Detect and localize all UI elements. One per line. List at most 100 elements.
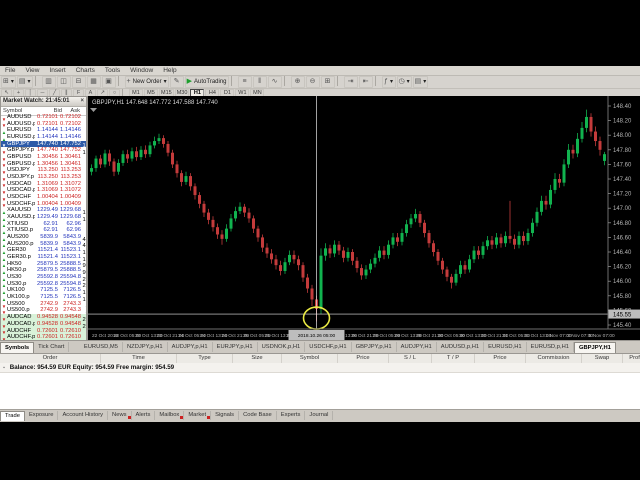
autotrading-button[interactable]: ▶ AutoTrading (184, 76, 229, 88)
periods-icon[interactable]: ◷ ▾ (396, 76, 412, 88)
chart-shift-icon[interactable]: ⇤ (358, 76, 373, 88)
one-click-trading-icon[interactable] (90, 108, 97, 112)
balance-row[interactable]: ▪ Balance: 954.59 EUR Equity: 954.59 Fre… (0, 363, 640, 373)
terminal-tab-experts[interactable]: Experts (277, 411, 306, 420)
chart-tab-eurusd-p-h1[interactable]: EURUSD,p,H1 (527, 342, 574, 352)
column-header-ask[interactable]: Ask (70, 108, 80, 114)
templates-icon[interactable]: ▤ ▾ (412, 76, 429, 88)
terminal-column-price[interactable]: Price (475, 354, 526, 363)
market-watch-icon[interactable]: ▥ (41, 76, 56, 88)
column-header-symbol[interactable]: Symbol (3, 108, 23, 114)
data-window-icon[interactable]: ◫ (56, 76, 71, 88)
chart-tab-eurjpy-p-h1[interactable]: EURJPY,p,H1 (213, 342, 258, 352)
chart-tab-audusd-p-h1[interactable]: AUDUSD,p,H1 (437, 342, 485, 352)
terminal-tab-signals[interactable]: Signals (211, 411, 240, 420)
terminal-column-price[interactable]: Price (338, 354, 389, 363)
chart-tab-audjpy-h1[interactable]: AUDJPY,H1 (397, 342, 437, 352)
terminal-tab-mailbox[interactable]: Mailbox (155, 411, 185, 420)
symbol-row-uk100.p[interactable]: ▲UK100.p 7125.5 7126.510 (1, 294, 86, 303)
menu-file[interactable]: File (5, 67, 16, 74)
terminal-tab-account-history[interactable]: Account History (58, 411, 109, 420)
symbol-row-xtiusd[interactable]: ▲XTIUSD 62.91 62.965 (1, 221, 86, 230)
terminal-column-time[interactable]: Time (101, 354, 177, 363)
new-order-button[interactable]: + New Order ▾ (124, 76, 169, 88)
terminal-column-order[interactable]: Order (0, 354, 101, 363)
symbol-row-us500[interactable]: ▼US500 2742.9 2743.34 (1, 301, 86, 310)
tile-windows-icon[interactable]: ⊞ (320, 76, 335, 88)
menu-window[interactable]: Window (130, 67, 154, 74)
chart-tab-gbpjpy-p-h1[interactable]: GBPJPY,p,H1 (352, 342, 397, 352)
candlestick-chart[interactable]: 148.40 148.20 148.00 147.80 147.60 147.40 147.… (88, 96, 640, 342)
menu-tools[interactable]: Tools (104, 67, 121, 74)
terminal-column-swap[interactable]: Swap (582, 354, 623, 363)
chart-tab-usdnok-p-h1[interactable]: USDNOK,p,H1 (258, 342, 306, 352)
bars-chart-icon[interactable]: ≡ (237, 76, 252, 88)
chart-tab-audjpy-p-h1[interactable]: AUDJPY,p,H1 (168, 342, 213, 352)
menu-view[interactable]: View (25, 67, 40, 74)
menu-help[interactable]: Help (163, 67, 177, 74)
metaeditor-icon[interactable]: ✎ (169, 76, 184, 88)
auto-scroll-icon[interactable]: ⇥ (343, 76, 358, 88)
indicators-icon[interactable]: ƒ ▾ (381, 76, 396, 88)
line-chart-icon[interactable]: ∿ (267, 76, 282, 88)
terminal-column-profit[interactable]: Profit (623, 354, 640, 363)
symbol-row-aus200[interactable]: ▲AUS200 5839.9 5843.940 (1, 234, 86, 243)
market-watch-tab-tick-chart[interactable]: Tick Chart (34, 342, 70, 352)
terminal-tab-trade[interactable]: Trade (0, 411, 25, 421)
terminal-tab-market[interactable]: Market (184, 411, 212, 420)
chart-tab-nzdjpy-p-h1[interactable]: NZDJPY,p,H1 (123, 342, 168, 352)
menu-insert[interactable]: Insert (49, 67, 66, 74)
new-chart-icon[interactable]: ⊞ ▾ (1, 76, 16, 88)
terminal-column-size[interactable]: Size (233, 354, 282, 363)
chart-tab-eurusd-m5[interactable]: EURUSD,M5 (80, 342, 123, 352)
candles-chart-icon[interactable]: ‖ (252, 76, 267, 88)
terminal-column-symbol[interactable]: Symbol (282, 354, 338, 363)
terminal-tab-news[interactable]: News (108, 411, 132, 420)
navigator-icon[interactable]: ⊟ (71, 76, 86, 88)
terminal-column-type[interactable]: Type (177, 354, 233, 363)
terminal-icon[interactable]: ▦ (86, 76, 101, 88)
terminal-tab-exposure[interactable]: Exposure (25, 411, 59, 420)
terminal-tab-code-base[interactable]: Code Base (239, 411, 277, 420)
chart-tab-eurusd-h1[interactable]: EURUSD,H1 (484, 342, 527, 352)
symbol-row-xtiusd.p[interactable]: ▲XTIUSD.p 62.91 62.965 (1, 227, 86, 236)
menu-charts[interactable]: Charts (75, 67, 95, 74)
terminal-column-sl[interactable]: S / L (389, 354, 432, 363)
chart-tab-usdchf-p-h1[interactable]: USDCHF,p,H1 (305, 342, 352, 352)
strategy-tester-icon[interactable]: ▣ (101, 76, 116, 88)
symbol-row-aus200.p[interactable]: ▲AUS200.p 5839.9 5843.940 (1, 241, 86, 250)
zoom-in-icon[interactable]: ⊕ (290, 76, 305, 88)
profiles-icon[interactable]: ▤ ▾ (16, 76, 33, 88)
chart-tab-gbpjpy-h1[interactable]: GBPJPY,H1 (573, 342, 616, 353)
chart-window[interactable]: 148.40 148.20 148.00 147.80 147.60 147.40 147.… (87, 96, 640, 342)
terminal-tab-alerts[interactable]: Alerts (132, 411, 156, 420)
tree-expand-icon[interactable]: ▪ (3, 365, 5, 371)
symbol-row-uk100[interactable]: ▲UK100 7125.5 7126.510 (1, 287, 86, 296)
column-header-bid[interactable]: Bid (53, 108, 62, 114)
